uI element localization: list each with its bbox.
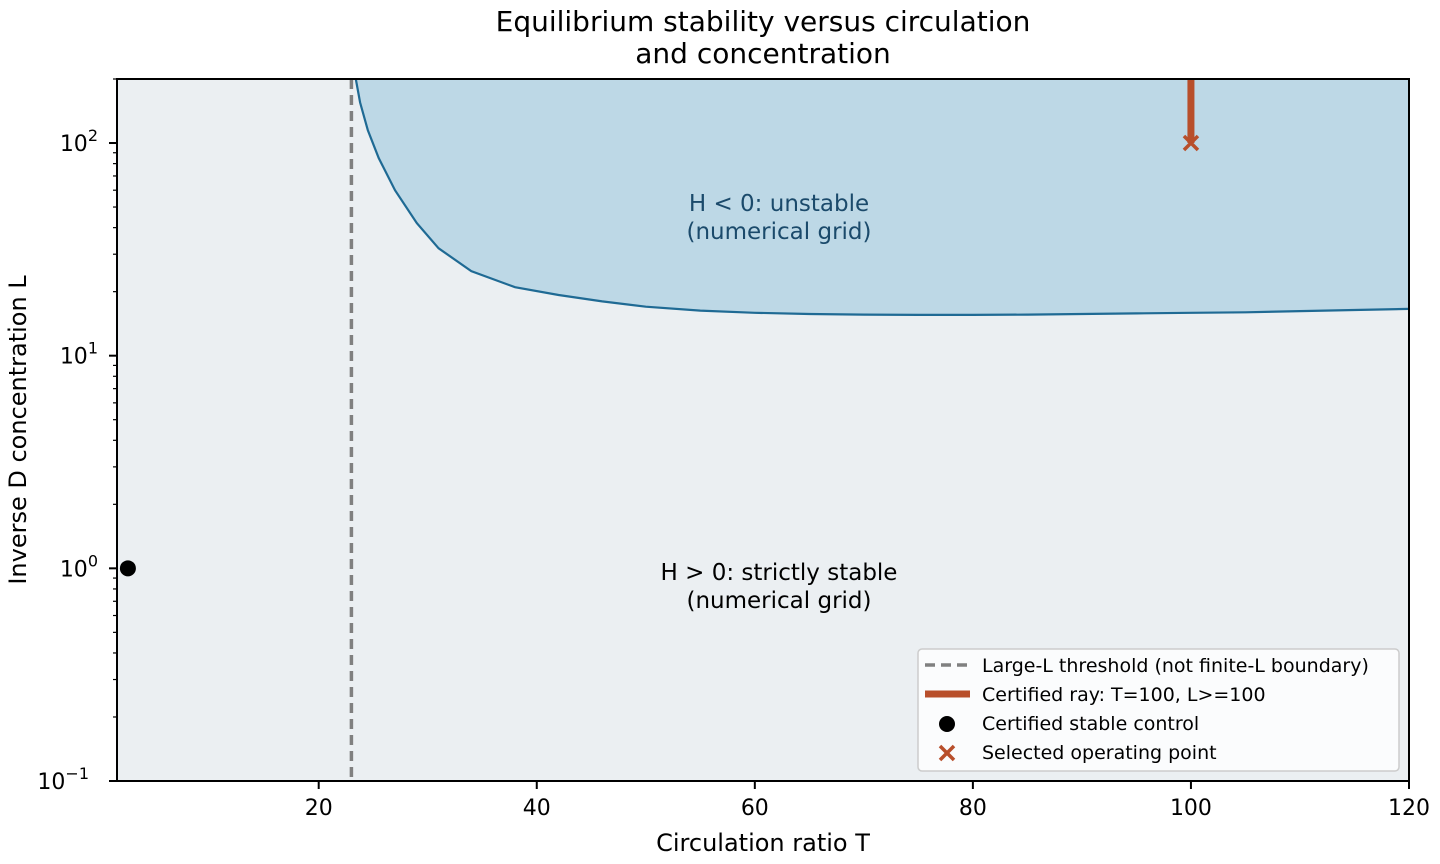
operating-point-stroke-b: [1182, 134, 1200, 152]
region-label-stable-1: (numerical grid): [687, 588, 872, 614]
y-tick-label: 101: [60, 339, 98, 370]
stability-boundary-curve: [354, 79, 1409, 316]
y-tick-label: 100: [60, 551, 98, 582]
x-tick-label: 120: [1388, 796, 1430, 821]
x-axis-label: Circulation ratio T: [656, 829, 870, 857]
legend: Large-L threshold (not finite-L boundary…: [917, 648, 1400, 772]
chart-title-line-2: and concentration: [635, 37, 891, 70]
legend-threshold-label: Large-L threshold (not finite-L boundary…: [982, 655, 1369, 677]
region-label-stable-0: H > 0: strictly stable: [661, 560, 898, 586]
x-tick-label: 40: [523, 796, 551, 821]
chart-title-line-1: Equilibrium stability versus circulation: [496, 5, 1031, 38]
y-tick-label: 102: [60, 126, 98, 157]
y-tick-label: 10−1: [37, 764, 89, 795]
plot-frame: [116, 78, 1410, 782]
x-tick-label: 20: [305, 796, 333, 821]
certified-stable-control-marker: [119, 560, 136, 577]
legend-control-label: Certified stable control: [982, 713, 1199, 735]
unstable-region-fill: [355, 79, 1409, 315]
x-tick-label: 100: [1170, 796, 1212, 821]
legend-operating-point-swatch: [938, 744, 956, 762]
x-tick-label: 80: [959, 796, 987, 821]
legend-box: [917, 648, 1400, 772]
region-label-unstable-1: (numerical grid): [687, 219, 872, 245]
legend-ray-label: Certified ray: T=100, L>=100: [982, 684, 1266, 706]
x-tick-label: 60: [741, 796, 769, 821]
region-label-unstable-0: H < 0: unstable: [689, 191, 869, 217]
selected-operating-point-marker: [1182, 134, 1200, 152]
y-axis-label: Inverse D concentration L: [4, 275, 32, 585]
legend-operating-point-label: Selected operating point: [982, 742, 1217, 764]
legend-control-swatch: [939, 716, 955, 732]
